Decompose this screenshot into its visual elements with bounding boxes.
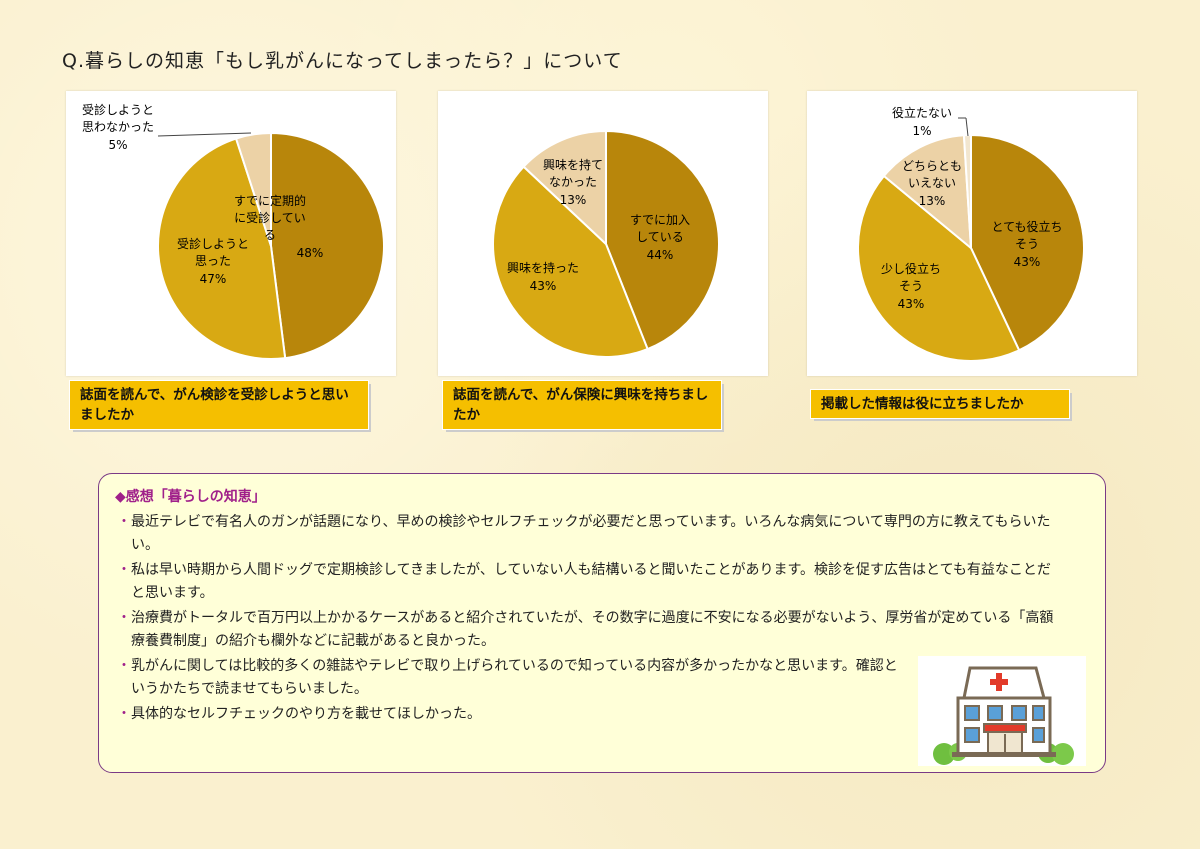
comment-item: ・最近テレビで有名人のガンが話題になり、早めの検診やセルフチェックが必要だと思っ…	[117, 514, 1051, 553]
leader-line-1	[157, 132, 252, 137]
pie-slice-2-3	[522, 129, 607, 247]
comments-heading: ◆感想「暮らしの知恵」	[115, 489, 266, 505]
label-3-a-value: 43%	[1014, 255, 1041, 269]
label-1-a-line3: る	[264, 228, 276, 242]
label-1-c-line1: 受診しようと	[82, 102, 154, 117]
comment-item: ・私は早い時期から人間ドッグで定期検診してきましたが、していない人も結構いると聞…	[117, 562, 1051, 601]
label-1-a-line2: に受診してい	[234, 210, 306, 225]
label-3-c-line2: いえない	[908, 176, 956, 190]
comment-item: ・治療費がトータルで百万円以上かかるケースがあると紹介されていたが、その数字に過…	[117, 610, 1054, 649]
label-2-c-line2: なかった	[549, 175, 597, 189]
label-3-b-line1: 少し役立ち	[881, 261, 941, 276]
label-1-a-line1: すでに定期的	[234, 193, 306, 208]
label-1-c-value: 5%	[108, 138, 127, 152]
leader-line-3b	[965, 117, 969, 137]
pie-chart-1: すでに定期的 に受診してい る 48% 受診しようと 思った 47% 受診しよう…	[82, 102, 385, 360]
comment-item: ・乳がんに関しては比較的多くの雑誌やテレビで取り上げられているので知っている内容…	[117, 658, 898, 697]
pie-slice-3-3	[882, 134, 973, 251]
pie-chart-3: とても役立ち そう 43% 少し役立ち そう 43% どちらとも いえない 13…	[857, 105, 1085, 362]
chart-panel-1: すでに定期的 に受診してい る 48% 受診しようと 思った 47% 受診しよう…	[66, 91, 396, 376]
label-3-c-line1: どちらとも	[902, 159, 962, 173]
label-2-c-value: 13%	[560, 193, 587, 207]
chart-caption-3: 掲載した情報は役に立ちましたか	[811, 390, 1069, 418]
label-1-a-value: 48%	[297, 246, 324, 260]
label-3-a-line1: とても役立ち	[991, 219, 1062, 234]
chart-panel-3: とても役立ち そう 43% 少し役立ち そう 43% どちらとも いえない 13…	[807, 91, 1137, 376]
pie-slice-2-2	[492, 165, 649, 358]
chart-caption-1: 誌面を読んで、がん検診を受診しようと思いましたか	[70, 381, 368, 429]
comment-item: ・具体的なセルフチェックのやり方を載せてほしかった。	[117, 706, 481, 722]
page-title: Q.暮らしの知恵「もし乳がんになってしまったら？」について	[62, 50, 623, 72]
pie-chart-2: すでに加入 している 44% 興味を持った 43% 興味を持て なかった 13%	[492, 129, 720, 358]
label-1-b-line2: 思った	[195, 254, 231, 268]
label-3-c-value: 13%	[919, 194, 946, 208]
chart-panel-2: すでに加入 している 44% 興味を持った 43% 興味を持て なかった 13%	[438, 91, 768, 376]
comments-box: ◆感想「暮らしの知恵」 ・最近テレビで有名人のガンが話題になり、早めの検診やセル…	[98, 473, 1106, 773]
hospital-icon	[933, 666, 1074, 765]
pie-slice-2-1	[605, 129, 720, 351]
label-2-b-line1: 興味を持った	[507, 260, 579, 275]
pie-slice-3-2	[857, 174, 1021, 362]
hospital-illustration	[918, 656, 1086, 766]
comments-list: ・最近テレビで有名人のガンが話題になり、早めの検診やセルフチェックが必要だと思っ…	[117, 511, 1057, 728]
label-3-d-value: 1%	[912, 124, 931, 138]
chart-caption-2: 誌面を読んで、がん保険に興味を持ちましたか	[443, 381, 721, 429]
label-3-d-line1: 役立たない	[892, 105, 952, 120]
label-2-c-line1: 興味を持て	[543, 157, 603, 172]
label-1-b-value: 47%	[200, 272, 227, 286]
pie-slice-3-1	[970, 133, 1085, 352]
label-3-a-line2: そう	[1015, 237, 1039, 251]
label-1-b-line1: 受診しようと	[177, 236, 249, 251]
label-2-a-line2: している	[636, 230, 684, 244]
pie-slice-1-1	[270, 131, 385, 360]
label-2-a-value: 44%	[647, 248, 674, 262]
label-2-a-line1: すでに加入	[630, 213, 690, 227]
label-2-b-value: 43%	[530, 279, 557, 293]
pie-slice-1-3	[234, 131, 272, 247]
label-1-c-line2: 思わなかった	[82, 120, 154, 134]
label-3-b-value: 43%	[898, 297, 925, 311]
label-3-b-line2: そう	[899, 279, 923, 293]
